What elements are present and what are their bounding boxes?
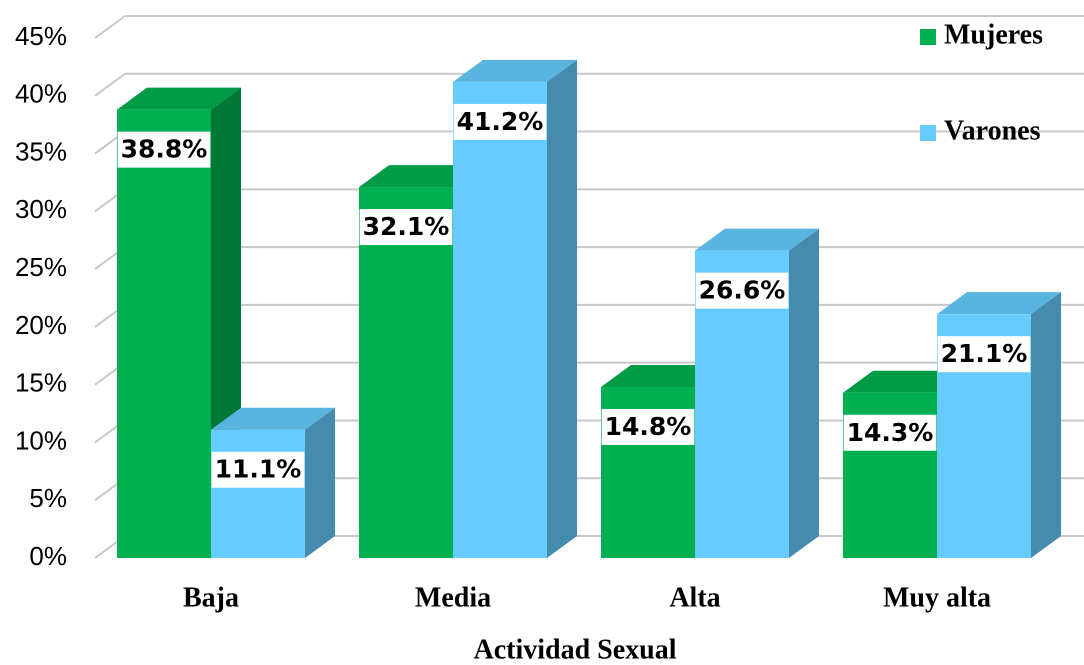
bar-front — [359, 187, 453, 559]
data-label: 26.6% — [699, 276, 786, 305]
legend-label: Varones — [944, 115, 1041, 146]
y-tick-label: 45% — [15, 21, 67, 51]
data-label: 11.1% — [215, 455, 302, 484]
y-tick-label: 10% — [15, 425, 67, 455]
bar — [211, 407, 335, 558]
y-tick-label: 35% — [15, 136, 67, 166]
y-tick-label: 25% — [15, 252, 67, 282]
bar-top — [937, 292, 1061, 315]
bar-front — [117, 109, 211, 559]
data-label: 14.3% — [847, 418, 934, 447]
data-label-box — [359, 209, 453, 246]
data-label-box — [453, 103, 547, 140]
bar-top — [695, 228, 819, 251]
y-tick-label: 30% — [15, 194, 67, 224]
bar-top — [843, 370, 967, 393]
y-tick-label: 15% — [15, 368, 67, 398]
data-label: 14.8% — [605, 412, 692, 441]
x-tick-label: Media — [415, 582, 491, 613]
grid-line — [94, 15, 126, 39]
y-tick-label: 20% — [15, 310, 67, 340]
x-axis-title: Actividad Sexual — [473, 634, 676, 665]
bar-front — [211, 429, 305, 558]
y-tick-label: 0% — [29, 541, 67, 571]
bar-top — [211, 407, 335, 430]
bar-top — [359, 165, 483, 188]
bar-side — [305, 407, 335, 558]
data-label-box — [695, 272, 789, 309]
bar-top — [453, 59, 577, 82]
data-label: 38.8% — [121, 135, 208, 164]
grid-line — [94, 72, 126, 97]
bar-side — [789, 228, 819, 558]
data-label: 41.2% — [457, 107, 544, 136]
bar-side — [1031, 292, 1061, 558]
x-tick-label: Alta — [669, 582, 720, 613]
y-tick-label: 40% — [15, 79, 67, 109]
data-label-box — [843, 414, 937, 451]
y-tick-label: 5% — [29, 483, 67, 513]
legend-swatch — [920, 29, 936, 45]
legend-label: Mujeres — [944, 19, 1043, 50]
bar — [453, 59, 577, 559]
bar-front — [453, 81, 547, 559]
x-tick-label: Baja — [183, 582, 239, 613]
data-label-box — [937, 336, 1031, 373]
x-tick-label: Muy alta — [883, 582, 991, 613]
bar — [117, 87, 241, 559]
data-label-box — [211, 451, 305, 488]
data-label-box — [601, 408, 695, 445]
data-label-box — [117, 131, 211, 168]
data-label: 32.1% — [363, 212, 450, 241]
bar-side — [547, 59, 577, 559]
bar — [937, 292, 1061, 558]
data-label: 21.1% — [941, 339, 1028, 368]
bar-top — [117, 87, 241, 110]
legend-swatch — [920, 125, 936, 141]
bar-top — [601, 364, 725, 387]
